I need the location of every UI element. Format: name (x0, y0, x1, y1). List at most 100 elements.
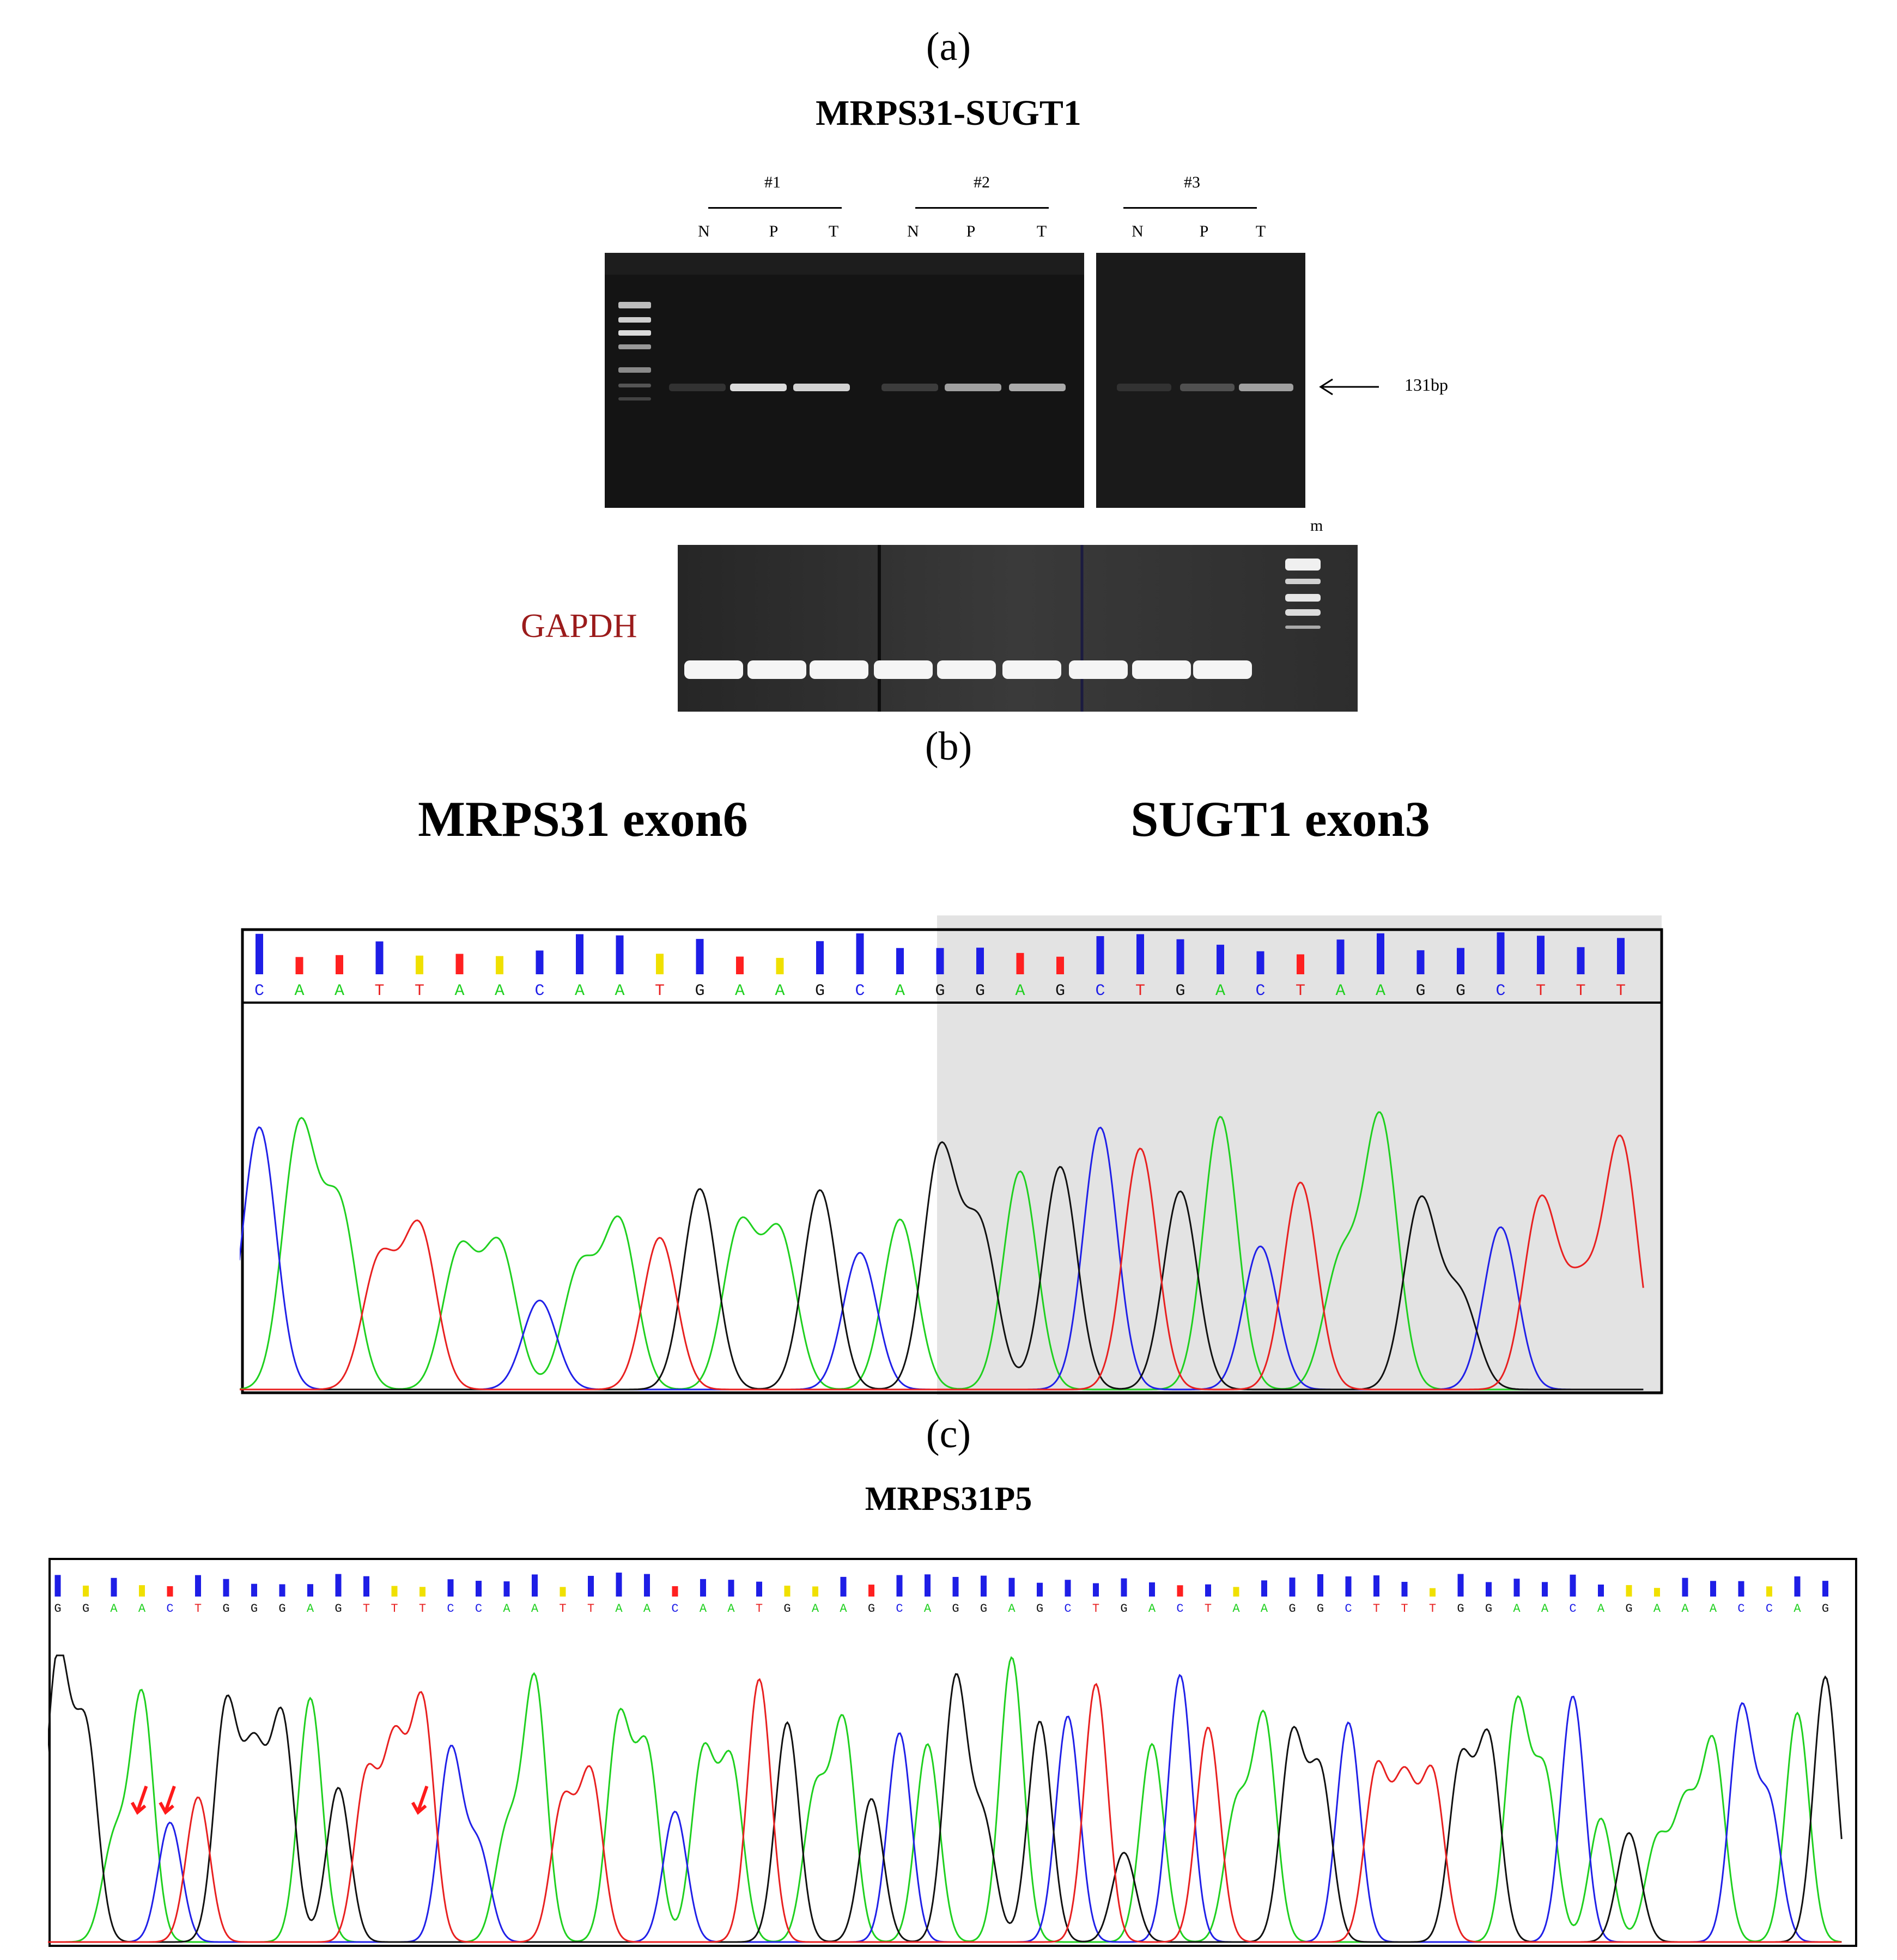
base-call-letter: G (54, 1602, 61, 1616)
quality-bar (1457, 948, 1464, 974)
quality-bar (1345, 1576, 1352, 1597)
quality-bar (1617, 938, 1625, 974)
quality-bar (856, 933, 864, 974)
quality-bar (1822, 1581, 1828, 1597)
quality-bar (700, 1579, 706, 1597)
base-call-letter: C (1569, 1602, 1576, 1616)
quality-bar (936, 948, 944, 974)
base-call-letter: A (495, 982, 504, 1000)
quality-bar (256, 933, 263, 974)
quality-bar (1457, 1574, 1464, 1597)
quality-bar (840, 1576, 847, 1597)
gel-band (1180, 384, 1235, 391)
quality-bar (1037, 1582, 1043, 1597)
lane-label-p-1: P (769, 222, 779, 240)
band-arrow-icon (1319, 378, 1379, 396)
gapdh-band (1193, 660, 1252, 679)
base-call-letter: G (935, 982, 945, 1000)
quality-bar (1497, 932, 1505, 974)
trace-a (240, 1111, 1644, 1391)
base-call-letter: T (587, 1602, 594, 1616)
quality-bar (896, 1575, 903, 1597)
base-call-letter: C (1064, 1602, 1071, 1616)
base-call-letter: A (643, 1602, 651, 1616)
lane-label-p-3: P (1199, 222, 1209, 240)
quality-bar (756, 1581, 762, 1597)
quality-bar (1570, 1574, 1576, 1597)
band-size-label: 131bp (1404, 375, 1448, 395)
gel-band (945, 384, 1001, 391)
base-call-letter: T (655, 982, 665, 1000)
quality-bar (1430, 1588, 1436, 1597)
base-call-letter: A (895, 982, 905, 1000)
base-call-letter: G (1120, 1602, 1127, 1616)
base-call-letter: T (1429, 1602, 1436, 1616)
quality-bar (1317, 1574, 1323, 1597)
base-call-letter: T (1536, 982, 1546, 1000)
quality-bar (363, 1576, 369, 1597)
quality-bar (784, 1586, 791, 1597)
quality-bar (1598, 1584, 1604, 1597)
quality-bar (1626, 1585, 1632, 1597)
quality-bar (532, 1574, 538, 1597)
quality-bar (1513, 1579, 1520, 1597)
quality-bar (1008, 1577, 1015, 1597)
trace-a (48, 1656, 1842, 1943)
gapdh-label: GAPDH (521, 608, 637, 645)
quality-bar (644, 1574, 650, 1597)
base-call-letter: C (1095, 982, 1105, 1000)
base-call-letter: A (1148, 1602, 1156, 1616)
quality-bar (1176, 939, 1184, 974)
gel-band (1009, 384, 1066, 391)
base-call-letter: A (1793, 1602, 1801, 1616)
lane-label-n-3: N (1132, 222, 1144, 240)
gel-band (730, 384, 787, 391)
panel-c-title: MRPS31P5 (865, 1480, 1032, 1518)
quality-bar (416, 955, 423, 974)
base-call-letter: G (1456, 982, 1466, 1000)
quality-bar (1710, 1581, 1716, 1597)
base-call-letter: C (475, 1602, 482, 1616)
base-call-letter: A (1597, 1602, 1605, 1616)
base-call-letter: A (335, 982, 344, 1000)
base-call-letter: A (840, 1602, 847, 1616)
base-call-letter: T (756, 1602, 763, 1616)
base-call-letter: A (1008, 1602, 1016, 1616)
base-call-letter: G (868, 1602, 875, 1616)
quality-bar (1149, 1582, 1155, 1597)
gel-band (1239, 384, 1293, 391)
base-call-letter: G (815, 982, 825, 1000)
base-call-letter: A (1232, 1602, 1240, 1616)
base-call-letter: G (1036, 1602, 1043, 1616)
base-call-letter: A (812, 1602, 819, 1616)
quality-bar (736, 956, 744, 974)
sample-label-3: #3 (1184, 173, 1200, 191)
quality-bar (1256, 951, 1264, 974)
quality-bar (1261, 1580, 1267, 1597)
base-call-letter: T (419, 1602, 426, 1616)
base-call-letter: C (1255, 982, 1265, 1000)
quality-bar (1654, 1588, 1660, 1597)
quality-bar (1577, 947, 1585, 974)
base-call-letter: A (454, 982, 464, 1000)
mutation-arrow-icon (159, 1786, 176, 1815)
junction-shade (937, 915, 1662, 1395)
base-call-letter: A (138, 1602, 146, 1616)
base-call-letter: T (1092, 1602, 1099, 1616)
quality-bar (868, 1585, 874, 1597)
gel-band (669, 384, 726, 391)
base-call-letter: T (1401, 1602, 1408, 1616)
quality-bar (1121, 1578, 1127, 1597)
lane-label-n-1: N (698, 222, 710, 240)
base-call-letter: G (335, 1602, 342, 1616)
quality-bar (952, 1576, 959, 1597)
base-call-letter: G (1822, 1602, 1829, 1616)
sample-label-1: #1 (764, 173, 781, 191)
base-call-letter: G (82, 1602, 89, 1616)
base-call-letter: G (1485, 1602, 1492, 1616)
quality-bar (656, 954, 664, 974)
base-call-letter: G (1175, 982, 1185, 1000)
base-call-letter: T (391, 1602, 398, 1616)
base-call-letter: A (503, 1602, 510, 1616)
lane-label-n-2: N (907, 222, 919, 240)
